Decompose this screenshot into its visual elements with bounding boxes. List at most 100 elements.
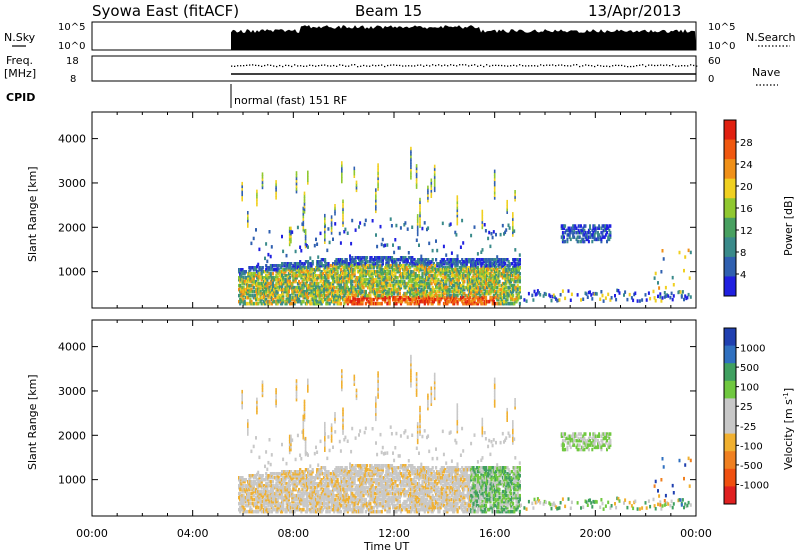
- nave-point: [513, 64, 515, 66]
- range-time-cell: [241, 400, 243, 405]
- range-time-cell: [414, 297, 417, 302]
- range-time-cell: [250, 507, 253, 512]
- range-time-cell: [343, 230, 346, 234]
- range-time-cell: [326, 507, 329, 512]
- nave-point: [366, 65, 368, 67]
- range-time-cell: [277, 476, 280, 480]
- range-time-cell: [433, 274, 437, 278]
- range-time-cell: [292, 295, 295, 300]
- range-time-cell: [500, 287, 503, 292]
- range-time-cell: [580, 230, 582, 235]
- range-time-cell: [441, 278, 444, 282]
- nave-point: [252, 64, 254, 66]
- range-time-cell: [449, 272, 452, 276]
- range-time-cell: [483, 295, 486, 300]
- range-time-cell: [257, 505, 260, 510]
- nave-point: [654, 64, 656, 67]
- range-time-cell: [268, 497, 271, 502]
- range-time-cell: [288, 242, 291, 247]
- range-time-cell: [604, 226, 607, 230]
- range-time-cell: [273, 264, 276, 268]
- range-time-cell: [379, 279, 382, 284]
- range-time-cell: [324, 213, 326, 218]
- range-time-cell: [299, 299, 302, 304]
- range-time-cell: [359, 272, 362, 276]
- range-time-cell: [271, 268, 275, 272]
- range-time-cell: [446, 270, 449, 274]
- range-time-cell: [324, 501, 327, 506]
- range-time-cell: [470, 301, 473, 306]
- range-time-cell: [370, 270, 373, 274]
- range-time-cell: [330, 291, 333, 296]
- range-time-cell: [248, 279, 251, 284]
- range-time-cell: [344, 276, 347, 280]
- range-time-cell: [328, 272, 331, 276]
- range-time-cell: [487, 236, 490, 241]
- range-time-cell: [292, 266, 295, 270]
- range-time-cell: [388, 291, 391, 296]
- range-time-cell: [287, 497, 290, 502]
- range-time-cell: [420, 287, 423, 292]
- range-time-cell: [313, 268, 316, 272]
- range-time-cell: [295, 289, 298, 294]
- range-time-cell: [486, 289, 489, 294]
- range-time-cell: [269, 482, 272, 486]
- range-time-cell: [279, 487, 283, 492]
- range-time-cell: [397, 285, 400, 290]
- range-time-cell: [339, 281, 343, 286]
- range-time-cell: [392, 274, 395, 278]
- range-time-cell: [582, 226, 585, 230]
- range-time-cell: [361, 299, 364, 304]
- range-time-cell: [491, 299, 494, 304]
- range-time-cell: [303, 497, 306, 502]
- range-time-cell: [320, 283, 323, 288]
- range-time-cell: [303, 399, 306, 404]
- range-time-cell: [490, 232, 493, 236]
- nave-point: [696, 65, 698, 67]
- nave-point: [651, 64, 653, 66]
- range-time-cell: [320, 493, 323, 498]
- range-time-cell: [403, 270, 406, 274]
- range-time-cell: [587, 290, 590, 295]
- range-time-cell: [505, 285, 508, 290]
- range-time-cell: [428, 268, 431, 272]
- range-time-cell: [330, 220, 333, 225]
- range-time-cell: [458, 281, 461, 286]
- nave-point: [546, 64, 548, 66]
- range-time-cell: [247, 224, 249, 228]
- range-time-cell: [397, 299, 400, 304]
- range-time-cell: [341, 161, 343, 165]
- range-time-cell: [310, 470, 313, 474]
- range-time-cell: [294, 278, 297, 282]
- range-time-cell: [247, 274, 250, 278]
- range-time-cell: [548, 293, 551, 297]
- range-time-cell: [257, 301, 260, 306]
- range-time-cell: [689, 295, 692, 299]
- range-time-cell: [372, 283, 375, 288]
- range-time-cell: [496, 258, 499, 262]
- range-time-cell: [483, 258, 486, 262]
- range-time-cell: [379, 301, 382, 306]
- nave-point: [390, 64, 392, 66]
- range-time-cell: [281, 442, 283, 447]
- range-time-cell: [324, 276, 327, 280]
- range-time-cell: [369, 264, 372, 268]
- range-time-cell: [484, 281, 488, 286]
- range-time-cell: [473, 299, 476, 304]
- range-time-cell: [288, 493, 292, 498]
- range-time-cell: [303, 191, 306, 196]
- range-time-cell: [449, 266, 452, 270]
- range-time-cell: [459, 270, 463, 274]
- range-time-cell: [473, 225, 476, 229]
- range-time-cell: [318, 266, 321, 270]
- range-time-cell: [290, 509, 293, 514]
- range-time-cell: [291, 491, 294, 496]
- range-time-cell: [389, 217, 392, 221]
- range-time-cell: [358, 278, 361, 282]
- range-time-cell: [256, 202, 258, 207]
- range-time-cell: [257, 493, 260, 498]
- range-time-cell: [324, 285, 327, 290]
- range-time-cell: [335, 258, 338, 262]
- range-time-cell: [264, 279, 267, 284]
- range-time-cell: [324, 266, 327, 270]
